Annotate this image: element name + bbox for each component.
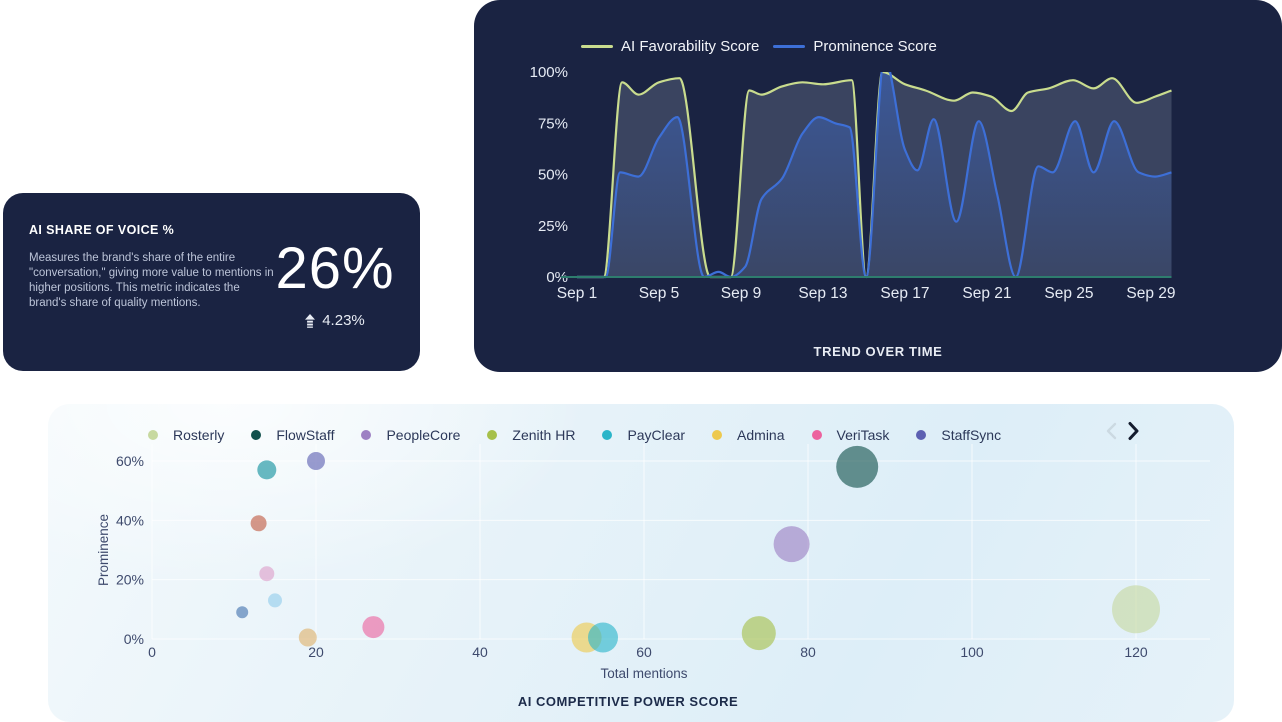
legend-label: StaffSync [941, 427, 1002, 443]
bubble-x-tick-label: 40 [472, 644, 488, 660]
legend-label: Rosterly [173, 427, 225, 443]
trend-y-tick-label: 50% [538, 167, 568, 184]
legend-line-swatch [581, 45, 613, 48]
increase-arrow-icon [305, 313, 316, 328]
bubble-veritask[interactable] [362, 616, 385, 639]
bubble-xaxis-label: Total mentions [600, 666, 688, 681]
legend-line-swatch [773, 45, 806, 48]
bubble-legend-item-payclear[interactable]: PayClear [602, 427, 685, 443]
legend-label: VeriTask [836, 427, 890, 443]
trend-x-tick-label: Sep 17 [880, 285, 929, 302]
bubble-legend-item-peoplecore[interactable]: PeopleCore [361, 427, 460, 443]
legend-dot [602, 430, 613, 440]
bubble-x-tick-label: 100 [960, 644, 984, 660]
legend-label: Zenith HR [512, 427, 576, 443]
prominence-line[interactable] [577, 58, 1172, 279]
trend-x-tick-label: Sep 9 [721, 285, 762, 302]
bubble-payclear[interactable] [588, 622, 618, 653]
trend-x-tick-label: Sep 25 [1044, 285, 1093, 302]
bubble-y-tick-label: 40% [116, 512, 144, 528]
bubble-brand[interactable] [250, 515, 267, 532]
legend-label: AI Favorability Score [621, 38, 760, 55]
bubble-chart: 0% 20% 40% 60% 0 20 40 60 80 100 120 Prominence [96, 444, 1210, 660]
legend-dot [251, 430, 262, 440]
trend-x-tick-label: Sep 5 [639, 285, 680, 302]
ai-share-of-voice-card: AI SHARE OF VOICE % Measures the brand's… [3, 193, 420, 371]
bubble-x-tick-label: 120 [1124, 644, 1148, 660]
bubble-x-tick-label: 20 [308, 644, 324, 660]
share-of-voice-value: 26% [275, 236, 395, 301]
bubble-y-tick-label: 0% [124, 631, 144, 647]
bubble-legend-item-zenith-hr[interactable]: Zenith HR [487, 427, 575, 443]
bubble-legend-item-admina[interactable]: Admina [712, 427, 785, 443]
bubble-yaxis-label: Prominence [96, 514, 111, 586]
bubble-legend-item-rosterly[interactable]: Rosterly [148, 427, 224, 443]
trend-y-tick-label: 100% [530, 64, 568, 81]
trend-chart-title: TREND OVER TIME [813, 344, 943, 359]
trend-legend-item-ai-favorability-score[interactable]: AI Favorability Score [581, 38, 759, 55]
bubble-brand[interactable] [298, 628, 317, 647]
bubble-x-tick-label: 60 [636, 644, 652, 660]
legend-dot [811, 430, 822, 440]
share-card-description: Measures the brand's share of the entire… [29, 252, 274, 309]
bubble-peoplecore[interactable] [773, 526, 810, 563]
bubble-legend-item-flowstaff[interactable]: FlowStaff [251, 427, 334, 443]
legend-dot [487, 430, 498, 440]
legend-label: PayClear [627, 427, 686, 443]
share-card-value-block: 26% 4.23% [274, 217, 396, 347]
bubble-zenith-hr[interactable] [741, 616, 776, 651]
trend-x-tick-label: Sep 13 [798, 285, 847, 302]
trend-over-time-card: 0% 25% 50% 75% 100% Sep 1 Sep 5 Sep 9 Sep 13 Sep … [474, 0, 1282, 372]
trend-x-tick-label: Sep 1 [557, 285, 598, 302]
bubble-legend-item-veritask[interactable]: VeriTask [811, 427, 890, 443]
bubble-brand[interactable] [268, 593, 282, 608]
trend-y-tick-label: 25% [538, 218, 568, 235]
legend-dot [916, 430, 927, 440]
legend-dot [148, 430, 158, 440]
bubble-brand[interactable] [259, 566, 275, 582]
trend-x-tick-label: Sep 29 [1126, 285, 1175, 302]
trend-y-tick-label: 0% [546, 269, 568, 286]
prominence-area [577, 72, 1172, 277]
bubble-staffsync[interactable] [307, 452, 325, 470]
bubble-y-tick-label: 60% [116, 453, 144, 469]
bubble-x-tick-label: 0 [148, 644, 156, 660]
competitive-power-card: 0% 20% 40% 60% 0 20 40 60 80 100 120 Prominence Ros… [48, 404, 1234, 722]
legend-pager [1106, 421, 1139, 441]
legend-dot [361, 430, 372, 440]
share-of-voice-delta: 4.23% [305, 312, 365, 329]
favorability-line[interactable] [577, 72, 1172, 279]
bubble-rosterly[interactable] [1112, 585, 1160, 634]
bubble-chart-title: AI COMPETITIVE POWER SCORE [517, 694, 739, 709]
bubble-brand[interactable] [236, 606, 249, 619]
trend-legend: AI Favorability Score Prominence Score [581, 38, 937, 55]
trend-x-tick-label: Sep 21 [962, 285, 1011, 302]
chevron-left-icon[interactable] [1106, 422, 1117, 440]
bubble-y-tick-label: 20% [116, 572, 144, 588]
legend-dot [712, 430, 723, 440]
trend-chart: 0% 25% 50% 75% 100% Sep 1 Sep 5 Sep 9 Sep 13 Sep … [530, 58, 1176, 302]
trend-legend-item-prominence-score[interactable]: Prominence Score [773, 38, 937, 55]
chevron-right-icon[interactable] [1127, 421, 1139, 441]
bubble-x-tick-label: 80 [800, 644, 816, 660]
bubble-legend-item-staffsync[interactable]: StaffSync [916, 427, 1001, 443]
trend-y-tick-label: 75% [538, 115, 568, 132]
bubble-flowstaff[interactable] [836, 445, 879, 488]
bubble-legend: Rosterly FlowStaff PeopleCore Zenith HR PayC… [148, 427, 1001, 443]
legend-label: Prominence Score [813, 38, 937, 55]
legend-label: PeopleCore [386, 427, 461, 443]
legend-label: Admina [737, 427, 785, 443]
share-card-text-block: AI SHARE OF VOICE % Measures the brand's… [29, 223, 274, 347]
share-card-title: AI SHARE OF VOICE % [29, 223, 175, 237]
bubble-brand[interactable] [257, 460, 277, 480]
legend-label: FlowStaff [276, 427, 335, 443]
share-delta-value: 4.23% [322, 312, 365, 329]
